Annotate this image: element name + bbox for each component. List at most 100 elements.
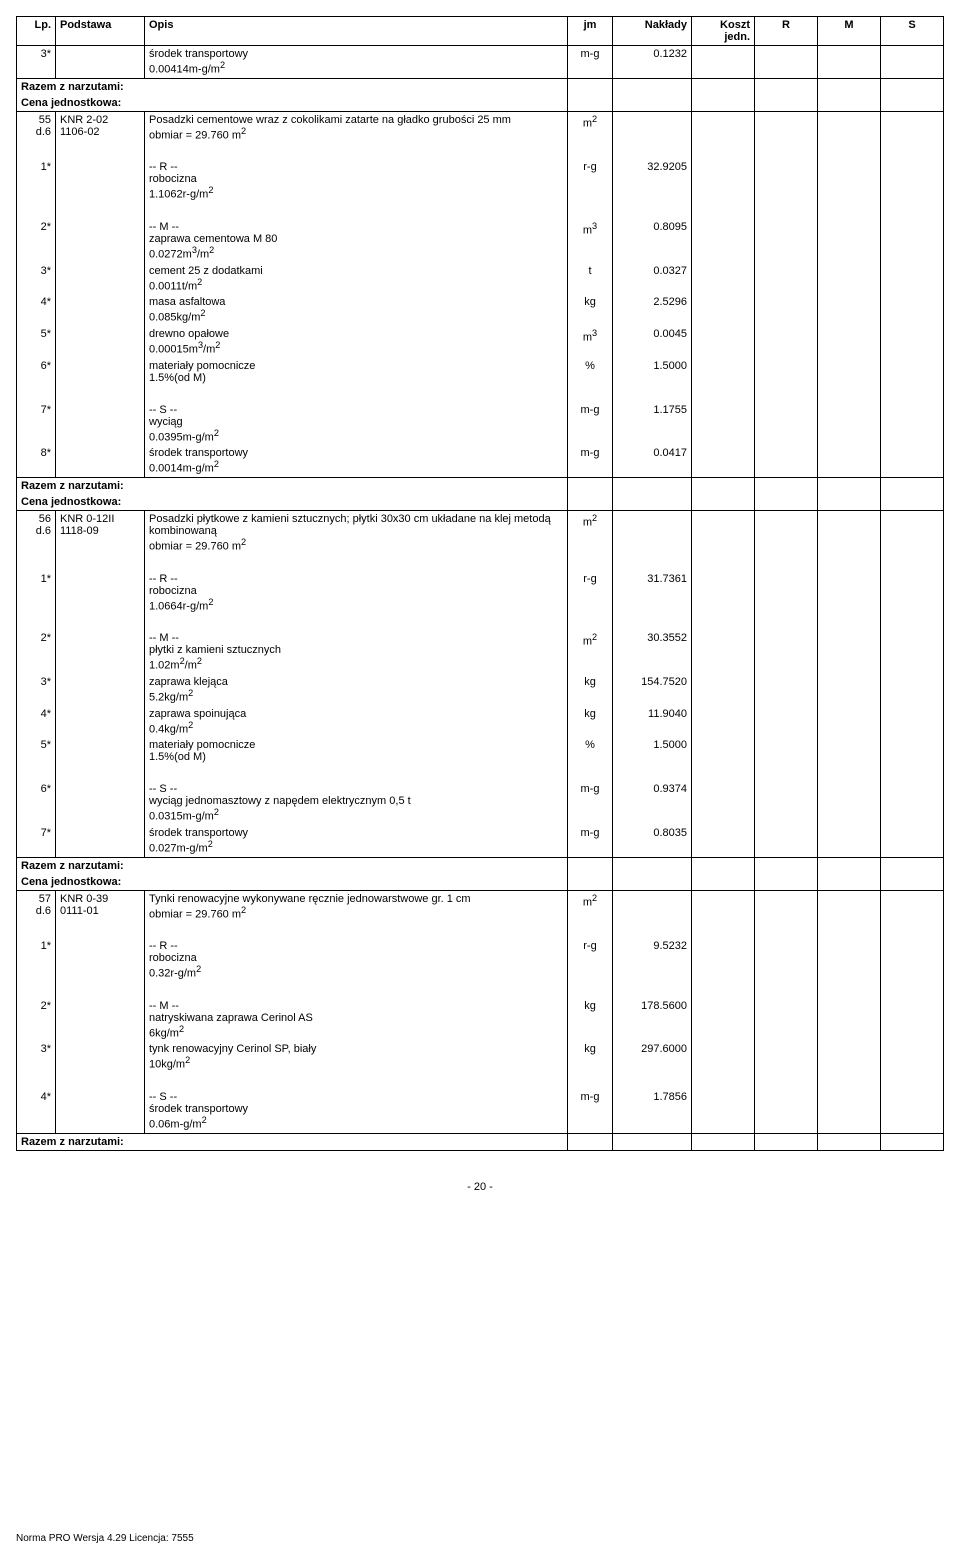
cell-jm: kg — [568, 706, 613, 738]
cell-r — [755, 386, 818, 402]
cell-naklady: 0.8035 — [613, 825, 692, 857]
cell-podstawa — [56, 706, 145, 738]
cell-naklady: 11.9040 — [613, 706, 692, 738]
cell-koszt — [692, 326, 755, 358]
cell-m — [818, 46, 881, 79]
table-body: 3*środek transportowy0.00414m-g/m2m-g0.1… — [17, 46, 944, 1151]
cell-podstawa — [56, 571, 145, 615]
cell-empty — [613, 494, 692, 511]
cell-naklady: 178.5600 — [613, 998, 692, 1042]
cell-naklady: 30.3552 — [613, 630, 692, 674]
cell-r — [755, 890, 818, 922]
cell-podstawa — [56, 358, 145, 386]
table-row — [17, 386, 944, 402]
cell-opis — [145, 982, 568, 998]
cell-opis: Posadzki cementowe wraz z cokolikami zat… — [145, 111, 568, 143]
cell-naklady — [613, 765, 692, 781]
cell-empty — [692, 874, 755, 891]
cell-jm: r-g — [568, 938, 613, 982]
cell-m — [818, 143, 881, 159]
cell-koszt — [692, 765, 755, 781]
cell-koszt — [692, 890, 755, 922]
cell-naklady: 32.9205 — [613, 159, 692, 203]
cell-s — [881, 326, 944, 358]
cell-lp — [17, 143, 56, 159]
cell-naklady — [613, 510, 692, 554]
cell-koszt — [692, 674, 755, 706]
cell-s — [881, 614, 944, 630]
cell-koszt — [692, 1041, 755, 1073]
table-row: 6* -- S --wyciąg jednomasztowy z napędem … — [17, 781, 944, 825]
cell-podstawa — [56, 630, 145, 674]
cell-empty — [692, 78, 755, 95]
cell-empty — [881, 857, 944, 874]
cell-jm — [568, 143, 613, 159]
cell-empty — [568, 494, 613, 511]
cell-koszt — [692, 1073, 755, 1089]
cell-opis: -- S --wyciąg jednomasztowy z napędem el… — [145, 781, 568, 825]
cell-r — [755, 630, 818, 674]
cell-s — [881, 737, 944, 765]
cell-lp: 6* — [17, 781, 56, 825]
table-row: 55d.6KNR 2-021106-02Posadzki cementowe w… — [17, 111, 944, 143]
table-row: 4*-- S --środek transportowy0.06m-g/m2m-… — [17, 1089, 944, 1133]
table-row: Cena jednostkowa: — [17, 494, 944, 511]
cell-podstawa — [56, 386, 145, 402]
cell-r — [755, 1073, 818, 1089]
cell-s — [881, 922, 944, 938]
cell-naklady: 1.5000 — [613, 358, 692, 386]
cell-empty — [613, 78, 692, 95]
cell-naklady — [613, 111, 692, 143]
cell-opis: -- M --zaprawa cementowa M 800.0272m3/m2 — [145, 219, 568, 263]
cell-podstawa — [56, 294, 145, 326]
table-row: 2*-- M --zaprawa cementowa M 800.0272m3/… — [17, 219, 944, 263]
cell-opis: -- M --natryskiwana zaprawa Cerinol AS6k… — [145, 998, 568, 1042]
cell-koszt — [692, 203, 755, 219]
cell-opis: drewno opałowe0.00015m3/m2 — [145, 326, 568, 358]
header-podstawa: Podstawa — [56, 17, 145, 46]
cell-r — [755, 706, 818, 738]
summary-label: Razem z narzutami: — [17, 477, 145, 494]
cell-jm — [568, 1073, 613, 1089]
cell-opis: zaprawa klejąca5.2kg/m2 — [145, 674, 568, 706]
table-row: Razem z narzutami: — [17, 1133, 944, 1150]
cell-koszt — [692, 143, 755, 159]
cell-koszt — [692, 922, 755, 938]
cell-empty — [568, 857, 613, 874]
cell-m — [818, 263, 881, 295]
cell-empty — [881, 95, 944, 112]
table-row: 57d.6KNR 0-390111-01Tynki renowacyjne wy… — [17, 890, 944, 922]
cell-podstawa — [56, 402, 145, 446]
cell-lp: 55d.6 — [17, 111, 56, 143]
table-row — [17, 143, 944, 159]
cell-opis: -- M --płytki z kamieni sztucznych1.02m2… — [145, 630, 568, 674]
cell-m — [818, 219, 881, 263]
cell-naklady — [613, 555, 692, 571]
cell-jm — [568, 614, 613, 630]
cell-podstawa — [56, 46, 145, 79]
cell-koszt — [692, 111, 755, 143]
cell-r — [755, 1041, 818, 1073]
cell-s — [881, 982, 944, 998]
summary-label: Cena jednostkowa: — [17, 874, 145, 891]
cell-naklady: 1.7856 — [613, 1089, 692, 1133]
cell-opis: masa asfaltowa0.085kg/m2 — [145, 294, 568, 326]
cell-naklady: 0.9374 — [613, 781, 692, 825]
cell-podstawa — [56, 159, 145, 203]
cell-empty — [145, 477, 568, 494]
cell-naklady — [613, 922, 692, 938]
cell-podstawa — [56, 445, 145, 477]
cell-jm: t — [568, 263, 613, 295]
cell-empty — [692, 1133, 755, 1150]
cell-lp: 5* — [17, 326, 56, 358]
cell-m — [818, 358, 881, 386]
cell-s — [881, 143, 944, 159]
cell-lp — [17, 555, 56, 571]
cell-s — [881, 938, 944, 982]
table-row: 4*zaprawa spoinująca0.4kg/m2kg11.9040 — [17, 706, 944, 738]
cell-opis — [145, 555, 568, 571]
cell-s — [881, 386, 944, 402]
cell-naklady: 154.7520 — [613, 674, 692, 706]
cell-opis: środek transportowy0.0014m-g/m2 — [145, 445, 568, 477]
cell-m — [818, 203, 881, 219]
